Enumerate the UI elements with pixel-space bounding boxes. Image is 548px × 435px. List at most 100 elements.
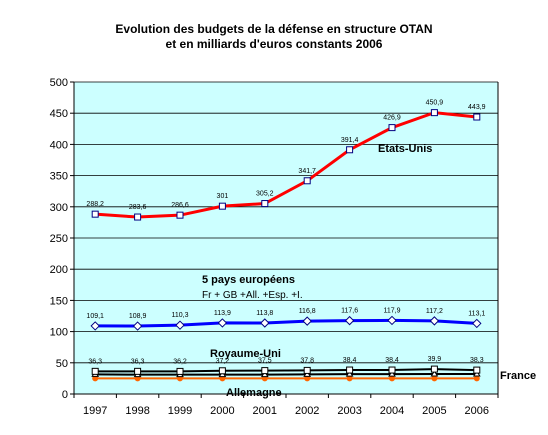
data-label: 391,4 bbox=[341, 137, 359, 144]
data-label: 36,3 bbox=[88, 358, 102, 365]
data-label: 288,2 bbox=[86, 201, 104, 208]
data-label: 116,8 bbox=[299, 308, 316, 315]
data-label: 39,9 bbox=[428, 356, 442, 363]
data-point bbox=[388, 124, 396, 132]
y-tick-label: 200 bbox=[50, 264, 68, 276]
data-point bbox=[430, 365, 438, 373]
annotation-etats-unis: Etats-Unis bbox=[378, 143, 432, 155]
y-tick-label: 300 bbox=[50, 202, 68, 214]
y-tick-label: 100 bbox=[50, 327, 68, 339]
data-point bbox=[90, 321, 100, 331]
data-label: 450,9 bbox=[426, 100, 444, 107]
data-point bbox=[344, 315, 355, 326]
annotation-europe-sub: Fr + GB +All. +Esp. +I. bbox=[202, 290, 303, 301]
data-point bbox=[217, 318, 228, 328]
data-label: 108,9 bbox=[129, 313, 147, 320]
data-label: 426,9 bbox=[383, 115, 401, 122]
data-point bbox=[429, 316, 440, 326]
x-tick-label: 2002 bbox=[295, 405, 319, 417]
data-point bbox=[91, 367, 99, 375]
annotation-allemagne: Allemagne bbox=[226, 387, 282, 399]
x-tick-label: 1997 bbox=[83, 405, 107, 417]
data-label: 37,2 bbox=[216, 358, 230, 365]
data-point bbox=[473, 375, 480, 382]
data-point bbox=[134, 367, 142, 375]
data-point bbox=[388, 366, 396, 374]
y-tick-label: 0 bbox=[62, 389, 68, 401]
annotation-france: France bbox=[500, 370, 536, 382]
data-point bbox=[472, 318, 482, 329]
data-label: 117,2 bbox=[426, 308, 443, 315]
data-point bbox=[218, 202, 226, 210]
data-point bbox=[260, 370, 269, 378]
data-point bbox=[346, 366, 354, 374]
data-point bbox=[175, 320, 185, 330]
data-label: 36,2 bbox=[173, 358, 187, 365]
data-label: 113,8 bbox=[256, 310, 273, 317]
series-line bbox=[95, 368, 477, 373]
data-label: 305,2 bbox=[256, 191, 274, 198]
data-label: 117,9 bbox=[384, 307, 401, 314]
data-point bbox=[218, 367, 226, 375]
data-point bbox=[302, 316, 312, 326]
data-label: 283,6 bbox=[129, 204, 147, 211]
data-label: 37,5 bbox=[258, 358, 272, 365]
x-tick-label: 2003 bbox=[337, 405, 361, 417]
chart-title-line-1: Evolution des budgets de la défense en s… bbox=[115, 22, 432, 36]
data-label: 113,9 bbox=[214, 310, 231, 317]
y-tick-label: 150 bbox=[50, 295, 68, 307]
data-label: 38,4 bbox=[385, 357, 399, 364]
data-point bbox=[134, 213, 142, 221]
data-point bbox=[261, 367, 269, 375]
data-point bbox=[387, 315, 397, 326]
data-label: 341,7 bbox=[298, 168, 316, 175]
data-label: 110,3 bbox=[172, 312, 189, 319]
data-point bbox=[430, 109, 438, 117]
data-label: 109,1 bbox=[86, 313, 104, 320]
data-point bbox=[176, 367, 184, 375]
series-layer bbox=[90, 109, 482, 382]
series-line bbox=[95, 373, 477, 376]
annotation-royaume-uni: Royaume-Uni bbox=[210, 348, 281, 360]
chart-title-line-2: et en milliards d'euros constants 2006 bbox=[166, 37, 383, 51]
y-tick-label: 400 bbox=[50, 139, 68, 151]
data-point bbox=[303, 177, 311, 185]
y-tick-label: 250 bbox=[50, 233, 68, 245]
data-point bbox=[260, 318, 270, 328]
x-tick-label: 2006 bbox=[465, 405, 489, 417]
data-point bbox=[473, 113, 481, 121]
series-line bbox=[95, 111, 477, 219]
data-point bbox=[91, 210, 99, 218]
data-point bbox=[473, 366, 481, 374]
gridlines bbox=[74, 81, 498, 364]
x-tick-label: 1998 bbox=[125, 405, 149, 417]
x-tick-label: 2000 bbox=[210, 405, 234, 417]
data-label: 36,3 bbox=[131, 358, 145, 365]
series-line bbox=[95, 318, 477, 328]
x-tick-label: 2004 bbox=[380, 405, 404, 417]
data-label: 301 bbox=[217, 193, 229, 200]
data-point bbox=[346, 146, 354, 154]
data-label: 117,6 bbox=[341, 308, 358, 315]
data-label: 286,6 bbox=[171, 202, 189, 209]
annotation-europe: 5 pays européens bbox=[202, 274, 295, 286]
data-point bbox=[388, 370, 396, 377]
data-point bbox=[132, 321, 143, 331]
data-point bbox=[430, 370, 439, 377]
data-label: 443,9 bbox=[468, 104, 486, 111]
y-tick-label: 50 bbox=[56, 358, 68, 370]
data-label: 37,8 bbox=[300, 357, 314, 364]
x-tick-label: 1999 bbox=[168, 405, 192, 417]
data-point bbox=[261, 200, 269, 208]
y-tick-label: 500 bbox=[50, 77, 68, 89]
data-point bbox=[431, 375, 438, 382]
data-point bbox=[345, 370, 354, 377]
axes: 0 50 100 150 200 250 300 350 400 450 500 1997 1998 19… bbox=[50, 77, 499, 417]
y-tick-label: 450 bbox=[50, 108, 68, 120]
data-labels: 36,3 36,3 36,2 37,2 37,5 37,8 38,4 38,4 39,9 38,3… bbox=[86, 100, 485, 366]
data-label: 38,4 bbox=[343, 357, 357, 364]
data-label: 113,1 bbox=[468, 310, 485, 317]
data-label: 38,3 bbox=[470, 357, 484, 364]
data-point bbox=[176, 211, 184, 219]
